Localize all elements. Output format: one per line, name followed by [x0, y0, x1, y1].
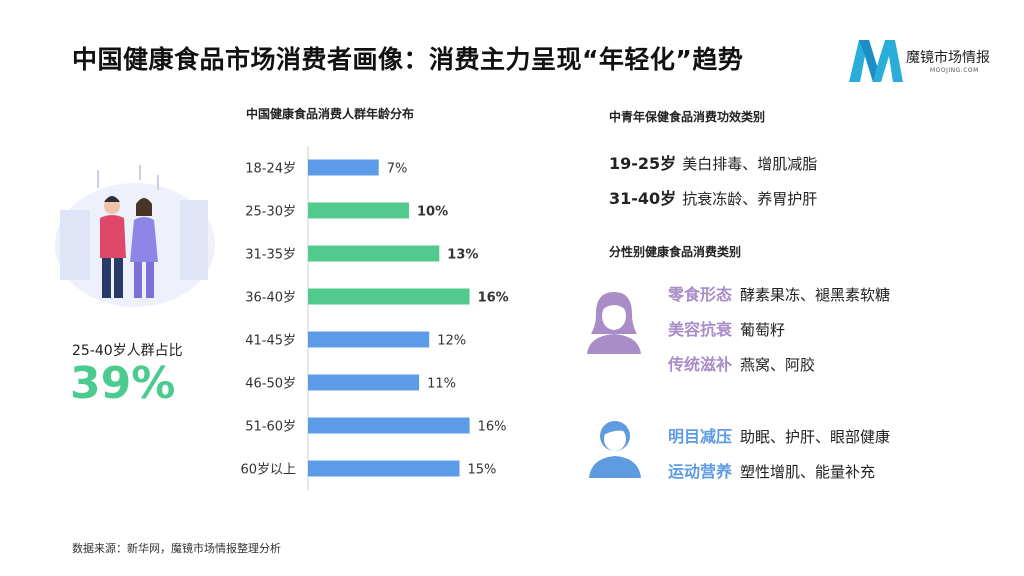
- category-label: 51-60岁: [245, 420, 296, 435]
- efficacy-row: 19-25岁 美白排毒、增肌减脂: [609, 150, 817, 174]
- value-label: 10%: [417, 205, 448, 220]
- bar: [308, 460, 460, 477]
- age-share-label: 25-40岁人群占比: [72, 343, 183, 359]
- gender-category: 美容抗衰: [668, 320, 733, 339]
- gender-title: 分性别健康食品消费类别: [609, 245, 742, 259]
- bar: [308, 331, 430, 348]
- logo-name: 魔镜市场情报: [906, 50, 990, 66]
- gender-category: 传统滋补: [668, 355, 733, 374]
- bar: [308, 374, 420, 391]
- efficacy-title: 中青年保健食品消费功效类别: [609, 110, 766, 124]
- category-label: 18-24岁: [245, 162, 296, 177]
- bar: [308, 202, 409, 219]
- value-label: 16%: [478, 291, 509, 306]
- consumers-illustration: [55, 165, 215, 307]
- gender-male-row: 明目减压 助眠、护肝、眼部健康: [668, 423, 890, 447]
- value-label: 15%: [468, 463, 497, 478]
- bar: [308, 245, 440, 262]
- value-label: 13%: [447, 248, 478, 263]
- category-label: 46-50岁: [245, 377, 296, 392]
- efficacy-text: 抗衰冻龄、养胃护肝: [682, 190, 818, 208]
- gender-items: 助眠、护肝、眼部健康: [740, 428, 891, 446]
- efficacy-row: 31-40岁 抗衰冻龄、养胃护肝: [609, 185, 817, 209]
- value-label: 12%: [437, 334, 466, 349]
- value-label: 7%: [387, 162, 408, 177]
- gender-items: 葡萄籽: [740, 321, 786, 339]
- gender-category: 明目减压: [668, 427, 733, 446]
- category-label: 60岁以上: [240, 463, 296, 478]
- category-label: 36-40岁: [245, 291, 296, 306]
- gender-items: 酵素果冻、褪黑素软糖: [740, 286, 891, 304]
- gender-items: 塑性增肌、能量补充: [740, 463, 876, 481]
- category-label: 31-35岁: [245, 248, 296, 263]
- gender-female-row: 传统滋补 燕窝、阿胶: [668, 351, 815, 375]
- age-share-value: 39%: [70, 358, 176, 409]
- age-distribution-chart: 18-24岁 7% 25-30岁 10% 31-35岁 13% 36-40岁 16% 41-45…: [240, 146, 509, 490]
- gender-items: 燕窝、阿胶: [740, 356, 816, 374]
- efficacy-text: 美白排毒、增肌减脂: [682, 155, 818, 173]
- value-label: 11%: [427, 377, 456, 392]
- gender-female-row: 美容抗衰 葡萄籽: [668, 316, 785, 340]
- category-label: 25-30岁: [245, 205, 296, 220]
- chart-title: 中国健康食品消费人群年龄分布: [246, 107, 415, 121]
- bar: [308, 159, 379, 176]
- male-avatar-icon: [589, 421, 641, 478]
- gender-category: 零食形态: [668, 285, 733, 304]
- category-label: 41-45岁: [245, 334, 296, 349]
- value-label: 16%: [478, 420, 507, 435]
- page-title: 中国健康食品市场消费者画像：消费主力呈现“年轻化”趋势: [72, 45, 744, 74]
- female-avatar-icon: [587, 292, 641, 354]
- gender-male-row: 运动营养 塑性增肌、能量补充: [668, 458, 875, 482]
- efficacy-age: 31-40岁: [609, 189, 677, 208]
- gender-female-row: 零食形态 酵素果冻、褪黑素软糖: [668, 281, 890, 305]
- efficacy-age: 19-25岁: [609, 154, 677, 173]
- moojing-logo: [849, 40, 903, 82]
- bar: [308, 417, 470, 434]
- bar: [308, 288, 470, 305]
- data-source: 数据来源：新华网，魔镜市场情报整理分析: [72, 542, 281, 555]
- gender-category: 运动营养: [668, 462, 733, 481]
- logo-domain: MOOJING.COM: [930, 67, 979, 74]
